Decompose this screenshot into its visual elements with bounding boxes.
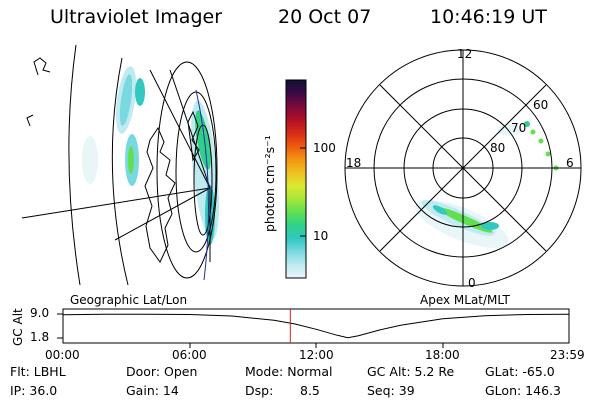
- seq-info: Seq: 39: [367, 383, 415, 398]
- dsp-value: 8.5: [300, 383, 320, 398]
- time-tick-0000: 00:00: [45, 348, 80, 362]
- colorbar: [285, 79, 307, 279]
- apex-caption: Apex MLat/MLT: [420, 293, 510, 307]
- time-label: 10:46:19 UT: [430, 6, 547, 28]
- glat-info: GLat: -65.0: [485, 364, 555, 379]
- mlt-label-0: 0: [468, 276, 476, 290]
- mlat-label-80: 80: [490, 141, 506, 155]
- mlat-label-70: 70: [511, 121, 527, 135]
- mlt-label-18: 18: [346, 156, 362, 170]
- geographic-auroral-emission: [82, 66, 219, 245]
- time-tick-2359: 23:59: [550, 348, 585, 362]
- altitude-series-layer: [62, 309, 570, 343]
- gc-alt-info: GC Alt: 5.2 Re: [367, 364, 455, 379]
- polar-auroral-emission: [415, 121, 559, 248]
- dsp-label: Dsp:: [245, 383, 274, 398]
- glon-info: GLon: 146.3: [485, 383, 561, 398]
- geographic-grid: [21, 44, 218, 286]
- ip-info: IP: 36.0: [10, 383, 58, 398]
- geographic-caption: Geographic Lat/Lon: [70, 293, 188, 307]
- time-tick-1200: 12:00: [299, 348, 334, 362]
- colorbar-tick-10: 10: [313, 229, 329, 243]
- time-tick-0600: 06:00: [172, 348, 207, 362]
- altitude-series-line-0: [62, 313, 570, 339]
- satellite-track: [195, 89, 209, 281]
- geographic-map-panel: [21, 44, 219, 286]
- mode-info: Mode: Normal: [245, 364, 333, 379]
- polar-plot: [344, 49, 582, 287]
- geographic-coastlines: [26, 57, 200, 263]
- colorbar-tick-100: 100: [313, 141, 336, 155]
- colorbar-scale: [285, 79, 307, 279]
- instrument-title: Ultraviolet Imager: [50, 6, 223, 28]
- date-label: 20 Oct 07: [278, 6, 372, 28]
- gain-info: Gain: 14: [126, 383, 179, 398]
- altitude-ytick-1: 1.8: [30, 330, 50, 344]
- mlt-label-12: 12: [457, 47, 473, 61]
- colorbar-label: photon cm⁻²s⁻¹: [262, 135, 277, 232]
- mlat-label-60: 60: [533, 98, 549, 112]
- polar-grid: [344, 49, 582, 287]
- time-tick-1800: 18:00: [425, 348, 460, 362]
- altitude-ytick-9: 9.0: [30, 306, 50, 320]
- door-info: Door: Open: [126, 364, 198, 379]
- altitude-plot: [57, 308, 570, 348]
- mlt-label-6: 6: [566, 156, 574, 170]
- filter-info: Flt: LBHL: [10, 364, 66, 379]
- altitude-ylabel: GC Alt: [11, 308, 25, 346]
